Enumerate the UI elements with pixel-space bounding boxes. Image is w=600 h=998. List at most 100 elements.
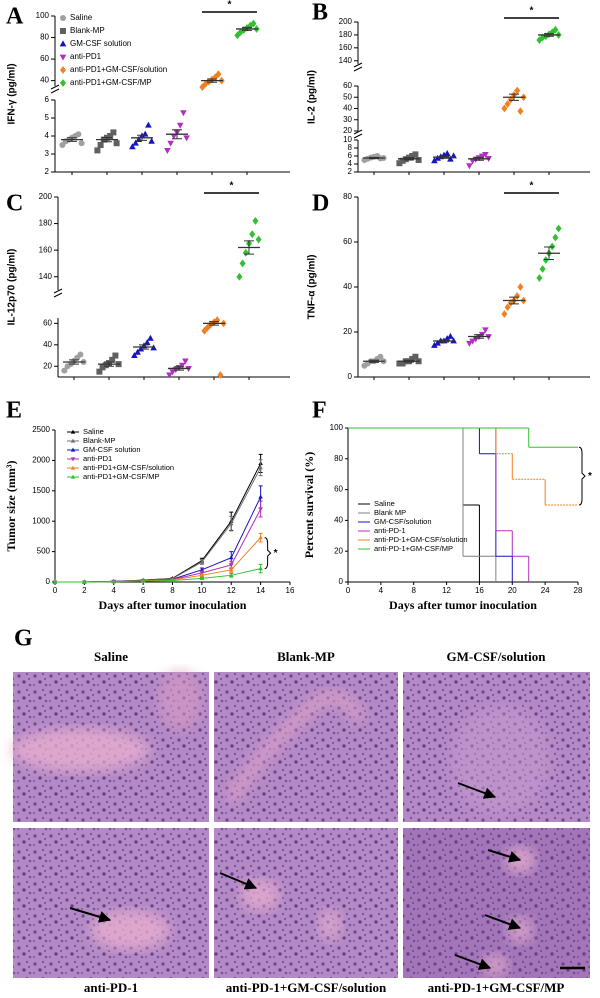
significance-brace — [264, 537, 272, 570]
y-tick-label: 80 — [40, 33, 49, 42]
data-point — [229, 563, 234, 568]
series-line — [55, 496, 262, 583]
x-tick-label: 0 — [53, 586, 58, 595]
y-tick-label: 50 — [343, 92, 352, 101]
y-tick-label: 4 — [45, 131, 50, 140]
x-tick-label: 16 — [475, 586, 484, 595]
x-tick-label: 14 — [256, 586, 265, 595]
legend-label: anti-PD-1+GM-CSF/solution — [374, 535, 468, 544]
data-point — [170, 133, 178, 140]
data-point — [466, 340, 473, 347]
image-saline — [10, 670, 209, 822]
y-tick-label: 3 — [45, 149, 50, 158]
image-blank-mp — [214, 672, 398, 822]
image-label: anti-PD-1+GM-CSF/solution — [226, 980, 387, 995]
x-tick-label: 16 — [286, 586, 295, 595]
x-tick-label: 12 — [227, 586, 236, 595]
legend-marker — [60, 66, 66, 74]
data-point — [131, 351, 138, 358]
legend-marker — [70, 438, 76, 443]
data-point — [507, 298, 514, 307]
data-point — [469, 338, 476, 345]
y-tick-label: 60 — [43, 318, 52, 327]
y-tick-label: 160 — [339, 43, 353, 52]
y-tick-label: 200 — [39, 192, 53, 201]
y-tick-label: 60 — [343, 237, 352, 246]
data-point — [110, 129, 117, 136]
data-point — [217, 371, 224, 379]
error-bar — [174, 366, 184, 371]
data-point — [539, 265, 546, 273]
data-point — [517, 283, 524, 291]
data-point — [199, 575, 205, 580]
data-point — [482, 152, 489, 158]
significance-label: * — [530, 181, 534, 192]
legend-label: anti-PD-1 — [374, 526, 406, 535]
image-anti-pd-1-gm-csf-mp — [403, 828, 590, 978]
y-tick-label: 20 — [343, 327, 352, 336]
data-point — [501, 310, 508, 318]
error-bar — [404, 157, 414, 161]
error-bar — [369, 359, 379, 363]
image-gm-csf-solution — [403, 672, 590, 822]
data-point — [250, 19, 257, 28]
data-point — [514, 86, 521, 95]
error-bar — [439, 155, 449, 159]
y-tick-label: 2000 — [32, 456, 50, 465]
histology-panel: G Saline Blank-MP GM-CSF/solution anti-P… — [10, 626, 590, 995]
error-bar — [509, 296, 519, 305]
data-point — [431, 341, 438, 348]
legend-marker — [59, 40, 67, 47]
data-point — [204, 323, 211, 332]
y-tick-label: 0 — [348, 372, 353, 381]
legend-marker — [70, 429, 76, 434]
legend-label: Blank MP — [374, 508, 406, 517]
y-tick-label: 6 — [45, 95, 50, 104]
panel-letter: E — [6, 398, 22, 424]
data-point — [504, 303, 511, 312]
legend-label: anti-PD1+GM-CSF/solution — [83, 463, 174, 472]
data-point — [147, 334, 154, 341]
y-axis-label: IL-12p70 (pg/ml) — [7, 249, 18, 326]
data-point — [229, 521, 234, 526]
data-point — [447, 332, 454, 339]
data-point — [399, 360, 406, 367]
y-tick-label: 2 — [45, 167, 50, 176]
axis-break — [53, 292, 63, 298]
y-tick-label: 4 — [348, 159, 353, 168]
x-tick-label: 12 — [442, 586, 451, 595]
y-tick-label: 5 — [45, 113, 50, 122]
error-bar — [172, 129, 182, 140]
legend-label: anti-PD1+GM-CSF/MP — [70, 78, 152, 87]
data-point — [170, 578, 175, 583]
data-point — [129, 143, 136, 150]
x-axis-label: Days after tumor inoculation — [389, 598, 537, 612]
significance-label: * — [230, 181, 234, 192]
data-point — [409, 356, 416, 362]
data-point — [412, 151, 419, 158]
significance-brace — [578, 446, 586, 506]
legend-marker — [70, 465, 76, 470]
error-bar — [209, 321, 219, 326]
error-bar — [474, 334, 484, 339]
y-tick-label: 6 — [348, 151, 353, 160]
data-point — [504, 100, 511, 108]
data-point — [82, 579, 87, 584]
y-tick-label: 40 — [343, 282, 352, 291]
axis-break — [50, 84, 60, 90]
error-bar — [207, 78, 217, 83]
error-bar — [509, 93, 519, 101]
y-tick-label: 20 — [43, 361, 52, 370]
data-point — [229, 572, 234, 577]
image-label: Blank-MP — [277, 649, 335, 664]
data-point — [113, 140, 120, 147]
data-point — [229, 555, 234, 560]
data-point — [176, 122, 184, 129]
data-point — [199, 559, 205, 564]
significance-label: * — [274, 548, 278, 559]
data-point — [249, 230, 256, 239]
data-point — [178, 362, 186, 369]
y-tick-label: 1500 — [32, 486, 50, 495]
data-point — [112, 352, 119, 359]
image-label: anti-PD-1+GM-CSF/MP — [428, 980, 565, 995]
